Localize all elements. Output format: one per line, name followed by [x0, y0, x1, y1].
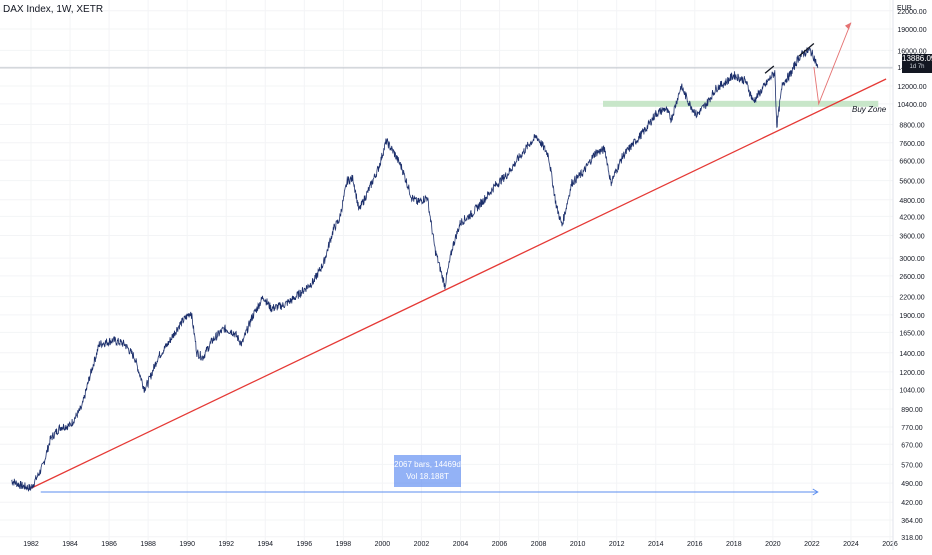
peak-trendline-2[interactable] [764, 65, 775, 74]
x-axis: 1982 1984 1986 1988 1990 1992 1994 1996 1998 2000… [23, 541, 898, 548]
x-tick-label: 1996 [297, 541, 313, 548]
y-tick-label: 2600.00 [899, 274, 924, 281]
x-tick-label: 2008 [531, 541, 547, 548]
projection-arrowhead [844, 22, 851, 30]
price-series-line [11, 47, 819, 492]
x-tick-label: 2002 [414, 541, 430, 548]
x-tick-label: 2010 [570, 541, 586, 548]
x-tick-label: 2012 [609, 541, 625, 548]
x-tick-label: 2020 [765, 541, 781, 548]
chart-title: DAX Index, 1W, XETR [3, 4, 104, 15]
y-axis: 318.00 364.00 420.00 490.00 570.00 670.00 770.… [892, 0, 927, 550]
current-price-value: 13886.09 [902, 54, 932, 63]
x-tick-label: 2000 [375, 541, 391, 548]
measure-arrowhead [812, 488, 819, 496]
measure-vol-text: Vol 18.188T [406, 472, 449, 481]
x-tick-label: 1984 [62, 541, 78, 548]
buy-zone-label: Buy Zone [852, 105, 887, 114]
x-tick-label: 2006 [492, 541, 508, 548]
projection-arrow[interactable] [813, 22, 852, 106]
price-series-layer [11, 47, 819, 492]
x-tick-label: 2004 [453, 541, 469, 548]
x-tick-label: 1990 [179, 541, 195, 548]
y-tick-label: 420.00 [901, 500, 923, 507]
y-tick-label: 8800.00 [899, 123, 924, 130]
y-tick-label: 19000.00 [897, 27, 926, 34]
y-tick-label: 670.00 [901, 442, 923, 449]
x-tick-label: 1982 [23, 541, 39, 548]
y-tick-label: 1650.00 [899, 330, 924, 337]
x-tick-label: 1994 [257, 541, 273, 548]
y-tick-label: 10400.00 [897, 102, 926, 109]
y-tick-label: 490.00 [901, 481, 923, 488]
x-tick-label: 2024 [843, 541, 859, 548]
y-tick-label: 1200.00 [899, 370, 924, 377]
x-tick-label: 1988 [140, 541, 156, 548]
x-tick-label: 2016 [687, 541, 703, 548]
grid-layer [0, 0, 893, 544]
x-tick-label: 1998 [336, 541, 352, 548]
y-tick-label: 364.00 [901, 518, 923, 525]
y-tick-label: 570.00 [901, 462, 923, 469]
y-tick-label: 7600.00 [899, 141, 924, 148]
y-tick-label: 2200.00 [899, 295, 924, 302]
x-tick-label: 2022 [804, 541, 820, 548]
current-price-countdown: 1d 7h [909, 64, 925, 70]
measure-bars-text: 2067 bars, 14469d [394, 460, 461, 469]
y-tick-label: 1900.00 [899, 313, 924, 320]
y-tick-label: 1400.00 [899, 351, 924, 358]
price-unit: EUR [897, 5, 912, 12]
x-tick-label: 2018 [726, 541, 742, 548]
y-tick-label: 4200.00 [899, 214, 924, 221]
buy-zone-rect [603, 100, 879, 107]
y-tick-label: 22000.00 [897, 9, 926, 16]
y-tick-label: 3600.00 [899, 234, 924, 241]
y-tick-label: 6600.00 [899, 158, 924, 165]
y-tick-label: 318.00 [901, 535, 923, 542]
x-tick-label: 2014 [648, 541, 664, 548]
y-tick-label: 770.00 [901, 425, 923, 432]
current-price-badge: 13886.09 1d 7h [902, 54, 932, 73]
y-tick-label: 4800.00 [899, 198, 924, 205]
peak-trendline[interactable] [798, 43, 815, 57]
x-tick-label: 1992 [218, 541, 234, 548]
x-tick-label: 1986 [101, 541, 117, 548]
y-tick-label: 5600.00 [899, 179, 924, 186]
y-tick-label: 3000.00 [899, 256, 924, 263]
y-tick-label: 1040.00 [899, 388, 924, 395]
x-tick-label: 2026 [882, 541, 898, 548]
trendline[interactable] [30, 78, 887, 489]
y-tick-label: 12000.00 [897, 84, 926, 91]
y-tick-label: 890.00 [901, 407, 923, 414]
y-tick-label: 16000.00 [897, 48, 926, 55]
measure-label-box[interactable]: 2067 bars, 14469d Vol 18.188T [394, 455, 461, 487]
